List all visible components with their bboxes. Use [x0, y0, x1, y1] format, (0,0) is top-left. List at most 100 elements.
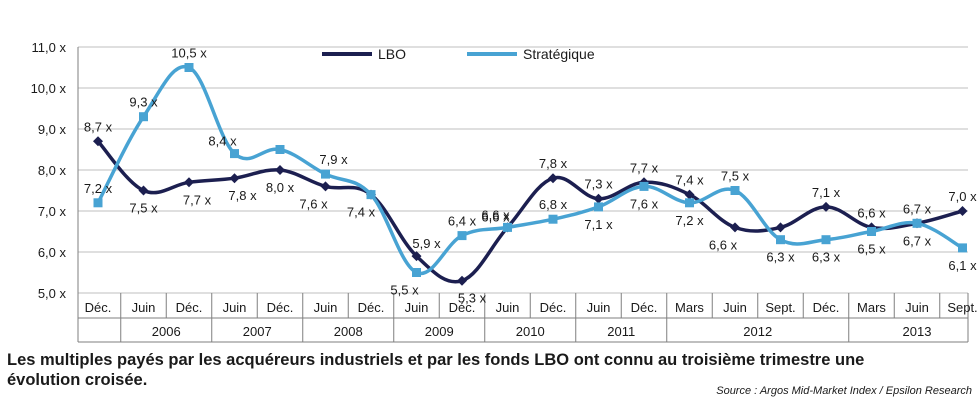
x-tick-label: Juin: [314, 300, 338, 315]
x-tick-label: Déc.: [176, 300, 203, 315]
x-tick-label: Juin: [587, 300, 611, 315]
chart-svg: 5,0 x 6,0 x 7,0 x 8,0 x 9,0 x 10,0 x 11,0 x Déc…: [31, 40, 978, 343]
x-tick-label: Juin: [905, 300, 929, 315]
year-label: 2009: [425, 324, 454, 339]
data-point-lbo: [957, 206, 968, 216]
x-tick-label: Juin: [223, 300, 247, 315]
data-point-lbo: [821, 201, 831, 212]
x-tick-label: Sept.: [765, 300, 795, 315]
data-label-strategique: 5,5 x: [390, 283, 419, 298]
x-tick-label: Déc.: [813, 300, 840, 315]
data-label-lbo: 5,3 x: [458, 291, 487, 306]
data-point-lbo: [775, 222, 786, 233]
data-point-strategique: [412, 268, 421, 277]
x-tick-label: Juin: [405, 300, 429, 315]
x-tick-label: Déc.: [358, 300, 385, 315]
data-point-strategique: [821, 235, 831, 245]
x-tick-label: Déc.: [449, 300, 476, 315]
data-point-strategique: [958, 243, 967, 253]
data-point-strategique: [457, 231, 467, 241]
x-tick-label: Juin: [132, 300, 156, 315]
data-label-lbo: 7,8 x: [228, 188, 257, 203]
x-tick-label: Sept.: [947, 300, 977, 315]
x-tick-label: Mars: [857, 300, 886, 315]
data-label-strategique: 7,2 x: [675, 213, 704, 228]
year-label: 2010: [516, 324, 545, 339]
data-label-lbo: 7,1 x: [812, 185, 841, 200]
data-label-lbo: 7,6 x: [299, 196, 328, 211]
data-label-lbo: 7,4 x: [675, 173, 704, 188]
data-label-lbo: 6,7 x: [903, 201, 932, 216]
data-label-strategique: 6,7 x: [903, 233, 932, 248]
data-point-strategique: [730, 186, 740, 195]
y-tick-label: 7,0 x: [38, 204, 67, 219]
data-point-strategique: [594, 202, 603, 212]
data-label-strategique: 6,8 x: [539, 197, 568, 212]
data-point-strategique: [139, 112, 148, 122]
x-tick-label: Juin: [496, 300, 520, 315]
data-point-lbo: [275, 165, 285, 175]
x-tick-label: Déc.: [540, 300, 567, 315]
data-label-lbo: 7,7 x: [183, 192, 212, 207]
data-label-strategique: 6,4 x: [448, 214, 477, 229]
data-point-lbo: [457, 275, 467, 286]
x-tick-label: Déc.: [85, 300, 112, 315]
data-point-lbo: [548, 173, 558, 184]
data-label-lbo: 6,6 x: [857, 205, 886, 220]
data-point-lbo: [184, 177, 194, 188]
data-label-lbo: 5,9 x: [412, 236, 441, 251]
x-tick-label: Juin: [723, 300, 747, 315]
data-label-strategique: 7,9 x: [319, 152, 348, 167]
x-tick-label: Déc.: [267, 300, 294, 315]
data-label-lbo: 8,7 x: [84, 119, 113, 134]
data-label-strategique: 8,4 x: [208, 134, 237, 149]
y-tick-label: 11,0 x: [32, 40, 67, 55]
data-label-lbo: 7,5 x: [129, 201, 158, 216]
y-tick-label: 6,0 x: [38, 245, 67, 260]
data-point-lbo: [229, 173, 240, 184]
chart-source: Source : Argos Mid-Market Index / Epsilo…: [716, 385, 972, 397]
data-label-lbo: 7,4 x: [347, 205, 376, 220]
data-label-strategique: 6,1 x: [948, 258, 977, 273]
data-label-strategique: 7,6 x: [630, 196, 659, 211]
data-point-lbo: [411, 251, 422, 262]
data-label-lbo: 7,3 x: [584, 177, 613, 192]
data-point-strategique: [912, 218, 922, 228]
y-tick-label: 10,0 x: [31, 81, 67, 96]
y-tick-label: 9,0 x: [38, 122, 67, 137]
data-label-lbo: 8,0 x: [266, 180, 295, 195]
data-label-strategique: 10,5 x: [171, 46, 207, 61]
x-tick-label: Déc.: [631, 300, 658, 315]
data-label-lbo: 7,8 x: [539, 156, 568, 171]
data-point-strategique: [776, 235, 785, 245]
legend-label: LBO: [378, 46, 406, 62]
data-point-strategique: [230, 149, 239, 159]
data-label-strategique: 7,5 x: [721, 169, 750, 184]
data-point-lbo: [138, 185, 149, 196]
data-point-strategique: [639, 181, 649, 191]
data-point-strategique: [366, 190, 376, 200]
data-point-lbo: [320, 181, 331, 192]
data-label-strategique: 7,1 x: [584, 217, 613, 232]
data-label-lbo: 6,6 x: [481, 209, 510, 224]
data-label-strategique: 6,3 x: [766, 250, 795, 265]
y-tick-label: 8,0 x: [38, 163, 67, 178]
year-label: 2007: [243, 324, 272, 339]
data-point-lbo: [93, 136, 103, 147]
data-point-strategique: [503, 222, 512, 232]
x-tick-label: Mars: [675, 300, 704, 315]
data-label-strategique: 6,5 x: [857, 242, 886, 257]
data-point-strategique: [321, 169, 330, 179]
data-point-strategique: [184, 63, 194, 72]
year-label: 2006: [152, 324, 181, 339]
data-point-lbo: [730, 222, 740, 233]
year-label: 2008: [334, 324, 363, 339]
data-label-strategique: 6,6 x: [481, 207, 510, 222]
year-label: 2011: [607, 324, 635, 339]
data-point-strategique: [93, 198, 103, 208]
data-point-lbo: [593, 193, 604, 204]
y-tick-label: 5,0 x: [38, 286, 67, 301]
data-point-lbo: [684, 189, 695, 200]
legend-label: Stratégique: [523, 46, 595, 62]
data-label-strategique: 9,3 x: [129, 95, 158, 110]
